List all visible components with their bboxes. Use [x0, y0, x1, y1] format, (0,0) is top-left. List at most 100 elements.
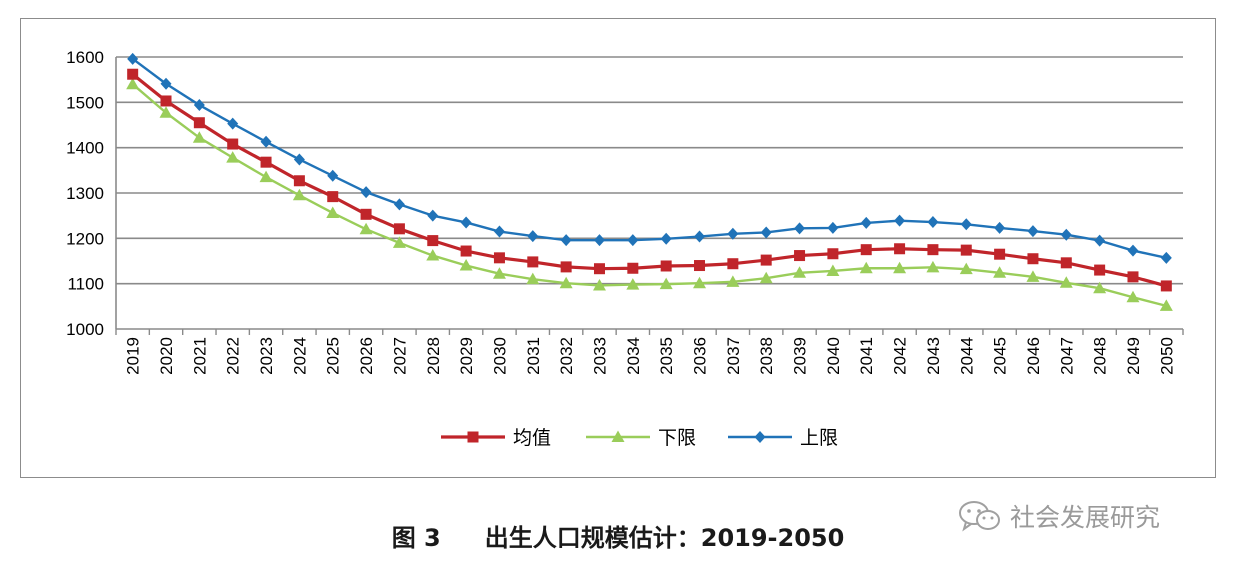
data-point [1094, 234, 1106, 247]
x-tick-label: 2021 [190, 337, 209, 375]
data-point [427, 209, 439, 222]
x-tick-label: 2019 [124, 337, 143, 375]
series-square [127, 68, 1172, 292]
data-point [193, 117, 205, 129]
legend-item: 均值 [441, 427, 551, 449]
data-point [894, 243, 906, 255]
data-point [994, 221, 1006, 234]
data-point [927, 216, 939, 229]
x-tick-label: 2026 [357, 337, 376, 375]
data-point [426, 249, 440, 261]
gridlines [115, 56, 1184, 335]
x-tick-label: 2037 [724, 337, 743, 375]
y-tick-label: 1000 [66, 320, 104, 339]
x-tick-label: 2047 [1057, 337, 1076, 375]
data-point [926, 260, 940, 273]
data-point [694, 230, 706, 243]
data-point [193, 99, 205, 112]
data-point [292, 188, 306, 201]
data-point [1160, 280, 1172, 292]
data-point [593, 234, 605, 247]
series-line [131, 57, 1167, 259]
line-chart: 1000 1100 1200 1300 1400 1500 1600 2019 2020 202… [66, 48, 1184, 449]
data-point [1126, 290, 1140, 303]
data-point [192, 131, 206, 143]
data-point [827, 221, 839, 234]
data-point [227, 117, 239, 130]
x-tick-label: 2035 [657, 337, 676, 375]
data-point [1059, 276, 1073, 288]
data-point [293, 153, 305, 166]
data-point [626, 278, 640, 290]
x-tick-label: 2046 [1024, 337, 1043, 375]
series-triangle [126, 77, 1173, 311]
data-point [760, 254, 772, 266]
legend-label: 下限 [658, 427, 696, 449]
x-tick-label: 2049 [1124, 337, 1143, 375]
x-tick-label: 2032 [557, 337, 576, 375]
data-point [160, 77, 172, 90]
data-point [1094, 264, 1106, 276]
legend-label: 均值 [513, 427, 551, 449]
data-point [493, 225, 505, 238]
data-point [392, 236, 406, 248]
legend-item: 上限 [728, 427, 838, 449]
data-point [793, 266, 807, 278]
x-tick-label: 2020 [157, 337, 176, 375]
data-point [127, 68, 139, 80]
data-point [592, 278, 606, 291]
x-tick-label: 2040 [824, 337, 843, 375]
data-point [859, 261, 873, 274]
data-point [460, 245, 472, 257]
data-point [1127, 271, 1139, 283]
data-point [759, 271, 773, 284]
data-point [1026, 270, 1040, 282]
data-point [760, 226, 772, 239]
x-tick-label: 2044 [957, 337, 976, 375]
data-point [694, 260, 706, 272]
x-tick-label: 2030 [490, 337, 509, 375]
watermark-text: 社会发展研究 [1010, 503, 1161, 532]
x-tick-label: 2027 [390, 337, 409, 375]
x-tick-label: 2031 [524, 337, 543, 375]
data-point [727, 227, 739, 240]
wechat-icon [959, 501, 1000, 532]
data-point [727, 258, 739, 270]
y-axis-ticks: 1000 1100 1200 1300 1400 1500 1600 [66, 48, 104, 339]
y-tick-label: 1200 [66, 229, 104, 248]
data-point [959, 262, 973, 275]
chart-frame: 1000 1100 1200 1300 1400 1500 1600 2019 2020 202… [20, 18, 1216, 478]
legend-swatch-marker [611, 430, 625, 442]
data-point [559, 276, 573, 289]
data-point [860, 216, 872, 229]
y-tick-label: 1400 [66, 139, 104, 158]
x-tick-label: 2038 [757, 337, 776, 375]
data-point [660, 232, 672, 245]
data-point [1027, 225, 1039, 238]
data-point [693, 276, 707, 289]
series-line [131, 72, 1167, 288]
data-point [326, 206, 340, 218]
x-tick-label: 2033 [590, 337, 609, 375]
data-point [493, 252, 505, 264]
x-tick-label: 2048 [1091, 337, 1110, 375]
data-point [527, 230, 539, 243]
data-point [393, 198, 405, 211]
x-tick-label: 2041 [857, 337, 876, 375]
x-tick-label: 2024 [290, 337, 309, 375]
data-point [160, 95, 172, 107]
data-point [726, 275, 740, 287]
data-point [127, 52, 139, 65]
legend-item: 下限 [586, 427, 696, 449]
data-point [826, 264, 840, 276]
data-point [660, 260, 672, 272]
data-point [260, 135, 272, 148]
x-tick-label: 2025 [324, 337, 343, 375]
data-point [360, 208, 372, 220]
data-point [627, 234, 639, 247]
data-point [126, 77, 140, 90]
data-point [794, 250, 806, 262]
figure-caption: 图 3 出生人口规模估计：2019-2050 [0, 518, 1236, 553]
data-point [560, 261, 572, 273]
data-point [327, 191, 339, 203]
